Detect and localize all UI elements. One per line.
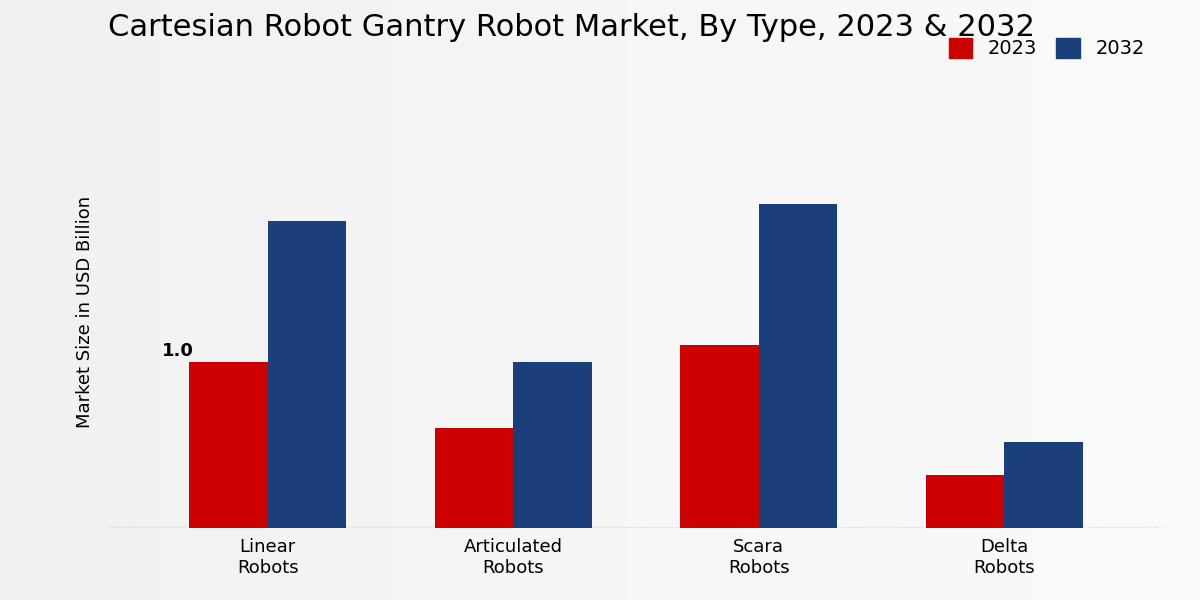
- Bar: [434, 428, 514, 528]
- Text: 1.0: 1.0: [162, 342, 193, 360]
- Y-axis label: Market Size in USD Billion: Market Size in USD Billion: [76, 196, 94, 428]
- Bar: [680, 345, 758, 528]
- Bar: [758, 204, 838, 528]
- Bar: [1004, 442, 1082, 528]
- Legend: 2023, 2032: 2023, 2032: [938, 28, 1154, 68]
- Bar: [925, 475, 1004, 528]
- Bar: [514, 362, 592, 528]
- Bar: [268, 221, 347, 528]
- Bar: [190, 362, 268, 528]
- Text: Cartesian Robot Gantry Robot Market, By Type, 2023 & 2032: Cartesian Robot Gantry Robot Market, By …: [108, 13, 1034, 42]
